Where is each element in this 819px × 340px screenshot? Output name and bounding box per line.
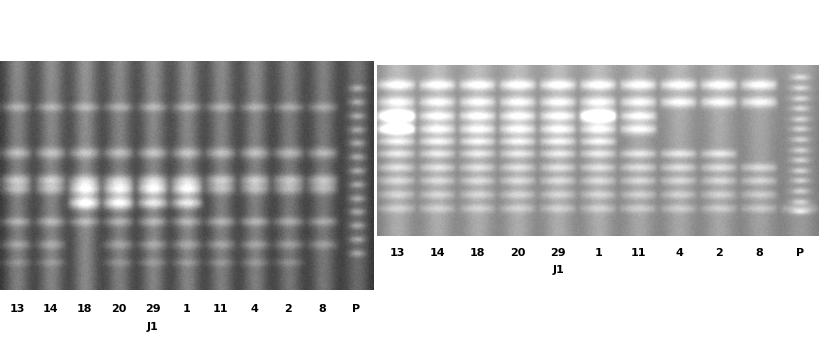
Text: P: P xyxy=(795,248,803,258)
Text: 13: 13 xyxy=(389,248,405,258)
Text: 29: 29 xyxy=(145,304,161,314)
Text: 11: 11 xyxy=(212,304,228,314)
Text: 18: 18 xyxy=(469,248,485,258)
Text: 8: 8 xyxy=(318,304,326,314)
Text: J1: J1 xyxy=(147,322,158,333)
Text: 11: 11 xyxy=(631,248,646,258)
Text: P: P xyxy=(351,304,360,314)
Text: 2: 2 xyxy=(715,248,722,258)
Text: 20: 20 xyxy=(111,304,126,314)
Text: 1: 1 xyxy=(183,304,190,314)
Text: 14: 14 xyxy=(429,248,445,258)
Text: 4: 4 xyxy=(250,304,258,314)
Text: 18: 18 xyxy=(77,304,93,314)
Text: 2: 2 xyxy=(284,304,292,314)
Text: 8: 8 xyxy=(755,248,762,258)
Text: 29: 29 xyxy=(550,248,565,258)
Text: 13: 13 xyxy=(9,304,25,314)
Text: 14: 14 xyxy=(43,304,59,314)
Text: 1: 1 xyxy=(594,248,602,258)
Text: 20: 20 xyxy=(509,248,525,258)
Text: J1: J1 xyxy=(552,265,563,274)
Text: 4: 4 xyxy=(674,248,682,258)
